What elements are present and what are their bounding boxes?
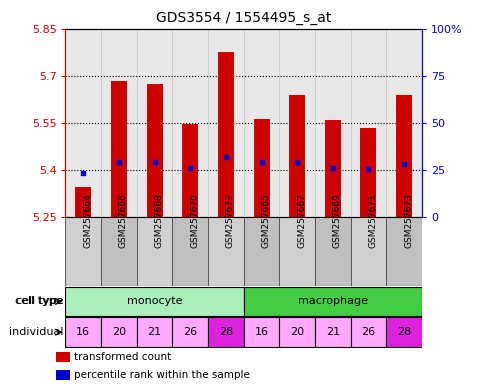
Text: GSM257668: GSM257668 bbox=[154, 193, 163, 248]
Bar bbox=[324, 120, 340, 217]
Bar bbox=[385, 29, 421, 217]
Text: macrophage: macrophage bbox=[297, 296, 367, 306]
Bar bbox=[350, 29, 385, 217]
Text: monocyte: monocyte bbox=[127, 296, 182, 306]
Text: GSM257669: GSM257669 bbox=[332, 193, 341, 248]
Text: 20: 20 bbox=[289, 327, 303, 337]
FancyBboxPatch shape bbox=[208, 318, 243, 347]
Bar bbox=[350, 217, 385, 286]
Text: 16: 16 bbox=[76, 327, 90, 337]
Text: GSM257671: GSM257671 bbox=[368, 193, 377, 248]
Bar bbox=[146, 84, 162, 217]
Text: GSM257670: GSM257670 bbox=[190, 193, 199, 248]
Bar bbox=[136, 29, 172, 217]
Text: GSM257665: GSM257665 bbox=[261, 193, 270, 248]
FancyBboxPatch shape bbox=[350, 318, 385, 347]
Bar bbox=[243, 217, 279, 286]
Bar bbox=[172, 29, 208, 217]
Text: GSM257672: GSM257672 bbox=[226, 193, 234, 248]
Text: 26: 26 bbox=[183, 327, 197, 337]
Bar bbox=[136, 217, 172, 286]
Text: 21: 21 bbox=[147, 327, 161, 337]
Bar bbox=[56, 370, 70, 380]
Text: 26: 26 bbox=[361, 327, 375, 337]
Text: GSM257666: GSM257666 bbox=[119, 193, 128, 248]
FancyBboxPatch shape bbox=[65, 318, 101, 347]
Text: transformed count: transformed count bbox=[74, 352, 170, 362]
Bar bbox=[217, 52, 233, 217]
Bar bbox=[385, 217, 421, 286]
Bar bbox=[279, 29, 314, 217]
Text: GSM257664: GSM257664 bbox=[83, 193, 92, 248]
FancyBboxPatch shape bbox=[243, 287, 421, 316]
Bar bbox=[101, 217, 136, 286]
Bar bbox=[182, 124, 198, 217]
Text: GSM257673: GSM257673 bbox=[403, 193, 412, 248]
Bar bbox=[253, 119, 269, 217]
Title: GDS3554 / 1554495_s_at: GDS3554 / 1554495_s_at bbox=[156, 11, 331, 25]
Bar bbox=[208, 217, 243, 286]
Bar bbox=[279, 217, 314, 286]
Bar bbox=[314, 217, 350, 286]
FancyBboxPatch shape bbox=[243, 318, 279, 347]
Text: cell type: cell type bbox=[15, 296, 63, 306]
Bar bbox=[65, 217, 101, 286]
FancyBboxPatch shape bbox=[279, 318, 314, 347]
Text: 16: 16 bbox=[254, 327, 268, 337]
Bar bbox=[360, 127, 376, 217]
Bar bbox=[65, 29, 101, 217]
Text: individual: individual bbox=[9, 327, 63, 337]
Bar bbox=[101, 29, 136, 217]
FancyBboxPatch shape bbox=[136, 318, 172, 347]
Text: 20: 20 bbox=[112, 327, 126, 337]
Bar bbox=[288, 95, 304, 217]
FancyBboxPatch shape bbox=[65, 287, 243, 316]
Bar bbox=[75, 187, 91, 217]
Text: cell type: cell type bbox=[16, 296, 64, 306]
Text: 28: 28 bbox=[396, 327, 410, 337]
Text: percentile rank within the sample: percentile rank within the sample bbox=[74, 370, 249, 380]
FancyBboxPatch shape bbox=[314, 318, 350, 347]
FancyBboxPatch shape bbox=[101, 318, 136, 347]
Text: GSM257667: GSM257667 bbox=[297, 193, 305, 248]
Bar bbox=[56, 352, 70, 362]
Text: 28: 28 bbox=[218, 327, 232, 337]
Bar bbox=[243, 29, 279, 217]
Bar bbox=[111, 81, 127, 217]
Text: 21: 21 bbox=[325, 327, 339, 337]
Bar bbox=[395, 95, 411, 217]
FancyBboxPatch shape bbox=[172, 318, 208, 347]
Bar bbox=[208, 29, 243, 217]
FancyBboxPatch shape bbox=[385, 318, 421, 347]
Bar bbox=[172, 217, 208, 286]
Bar bbox=[314, 29, 350, 217]
